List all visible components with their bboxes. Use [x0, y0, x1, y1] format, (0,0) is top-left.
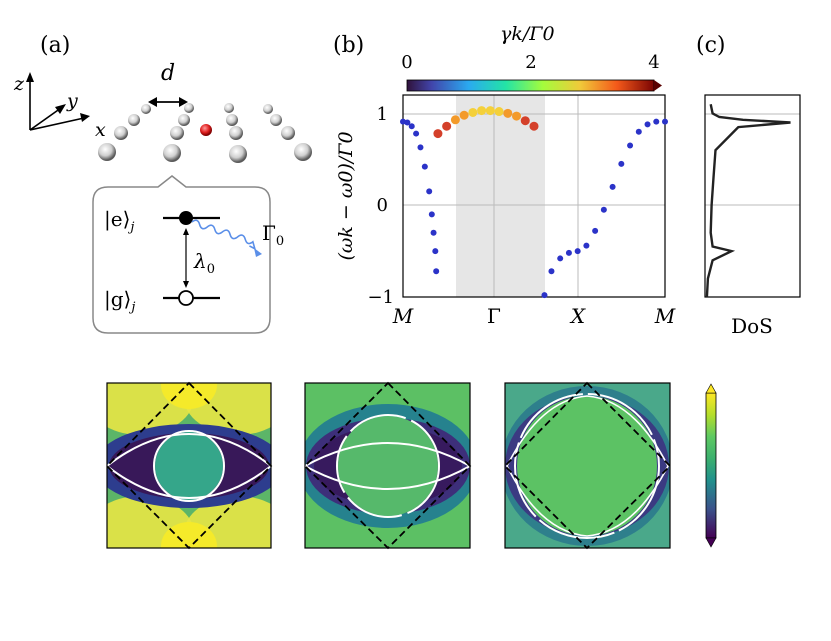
grid-b — [403, 95, 665, 297]
excited-atom — [200, 124, 212, 136]
map-f — [503, 381, 672, 550]
panel-c: (c) DoS — [696, 33, 801, 338]
dispersion-point — [541, 292, 548, 299]
dispersion-point — [512, 111, 522, 121]
dispersion-point — [417, 144, 424, 151]
dispersion-point — [428, 211, 435, 218]
xlabel-c: DoS — [731, 314, 773, 338]
panel-a-label: (a) — [40, 33, 70, 58]
dispersion-point — [592, 227, 599, 234]
plot-frame-c — [704, 94, 801, 298]
colorbar-b-tick: 0 — [401, 52, 412, 73]
dispersion-point — [557, 255, 564, 262]
xtick-b: X — [569, 304, 586, 328]
dispersion-point — [442, 121, 452, 131]
callout-bubble — [92, 175, 271, 334]
dispersion-point — [450, 115, 460, 125]
light-cone-region — [456, 95, 545, 297]
dispersion-point — [653, 118, 660, 125]
colorbar-b-title: γk/Γ0 — [500, 23, 555, 45]
z-axis-label: z — [13, 73, 25, 95]
dispersion-point — [404, 119, 411, 126]
xtick-b: M — [654, 304, 676, 328]
panel-c-label: (c) — [696, 33, 726, 58]
dispersion-point — [433, 268, 440, 275]
y-axis-arrow — [29, 107, 62, 131]
colorbar-b-tick: 2 — [525, 52, 536, 73]
dispersion-point — [421, 163, 428, 170]
dispersion-points — [400, 106, 668, 299]
ylabel-b: (ωk − ω0)/Γ0 — [335, 131, 357, 260]
axes-triad — [26, 72, 90, 131]
excited-state-label: |e⟩j — [104, 207, 134, 235]
dispersion-point — [627, 142, 634, 149]
dispersion-point — [618, 160, 625, 167]
dos-curve — [705, 103, 791, 298]
map-d — [105, 381, 273, 550]
dispersion-point — [426, 188, 433, 195]
panel-b-label: (b) — [333, 33, 364, 58]
y-axis-label: y — [66, 90, 78, 112]
panel-a: (a) z y x d — [13, 33, 312, 334]
dispersion-point — [635, 128, 642, 135]
dispersion-point — [600, 206, 607, 213]
dispersion-point — [433, 129, 443, 139]
dispersion-point — [430, 229, 437, 236]
dispersion-point — [503, 108, 513, 118]
ground-state-label: |g⟩j — [104, 287, 135, 315]
ground-dot — [178, 290, 194, 306]
grid-c — [705, 113, 800, 206]
map-colorbar — [705, 383, 717, 548]
dispersion-point — [583, 242, 590, 249]
x-axis-arrow — [29, 117, 85, 131]
dispersion-point — [408, 123, 415, 130]
xtick-b: M — [392, 304, 414, 328]
panel-b: (b) γk/Γ0 0 2 4 1 0 −1 M Γ X M (ωk − ω0)… — [333, 23, 676, 328]
dispersion-point — [485, 106, 495, 116]
excited-dot — [179, 211, 193, 225]
dispersion-point — [662, 118, 668, 125]
ytick-b: −1 — [367, 287, 394, 308]
dispersion-point — [494, 107, 504, 117]
plot-frame-b — [402, 94, 666, 298]
x-axis-label: x — [95, 119, 106, 141]
dispersion-point — [565, 249, 572, 256]
atom-lattice — [98, 103, 312, 163]
map-e — [303, 381, 472, 550]
ytick-b: 1 — [377, 104, 388, 125]
transition-arrow — [183, 228, 189, 288]
colorbar-b-tick: 4 — [648, 52, 659, 73]
dispersion-point — [459, 110, 469, 120]
spacing-label: d — [161, 61, 175, 86]
decay-arrowhead — [254, 248, 262, 257]
dispersion-point — [574, 248, 581, 255]
dispersion-point — [644, 121, 651, 128]
dispersion-point — [432, 248, 439, 255]
dispersion-point — [413, 130, 420, 137]
xtick-b: Γ — [487, 304, 501, 328]
dispersion-point — [529, 121, 539, 131]
colorbar-b — [406, 79, 655, 92]
dispersion-point — [468, 107, 478, 117]
decay-label: Γ0 — [262, 221, 284, 249]
colorbar-b-extend — [654, 80, 662, 91]
dispersion-point — [477, 106, 487, 116]
dispersion-point — [609, 183, 616, 190]
spacing-arrow — [148, 97, 188, 107]
decay-wiggle — [191, 219, 257, 251]
dispersion-point — [548, 268, 555, 275]
wavelength-label: λ0 — [193, 249, 215, 277]
dispersion-point — [520, 116, 530, 126]
ytick-b: 0 — [377, 195, 388, 216]
